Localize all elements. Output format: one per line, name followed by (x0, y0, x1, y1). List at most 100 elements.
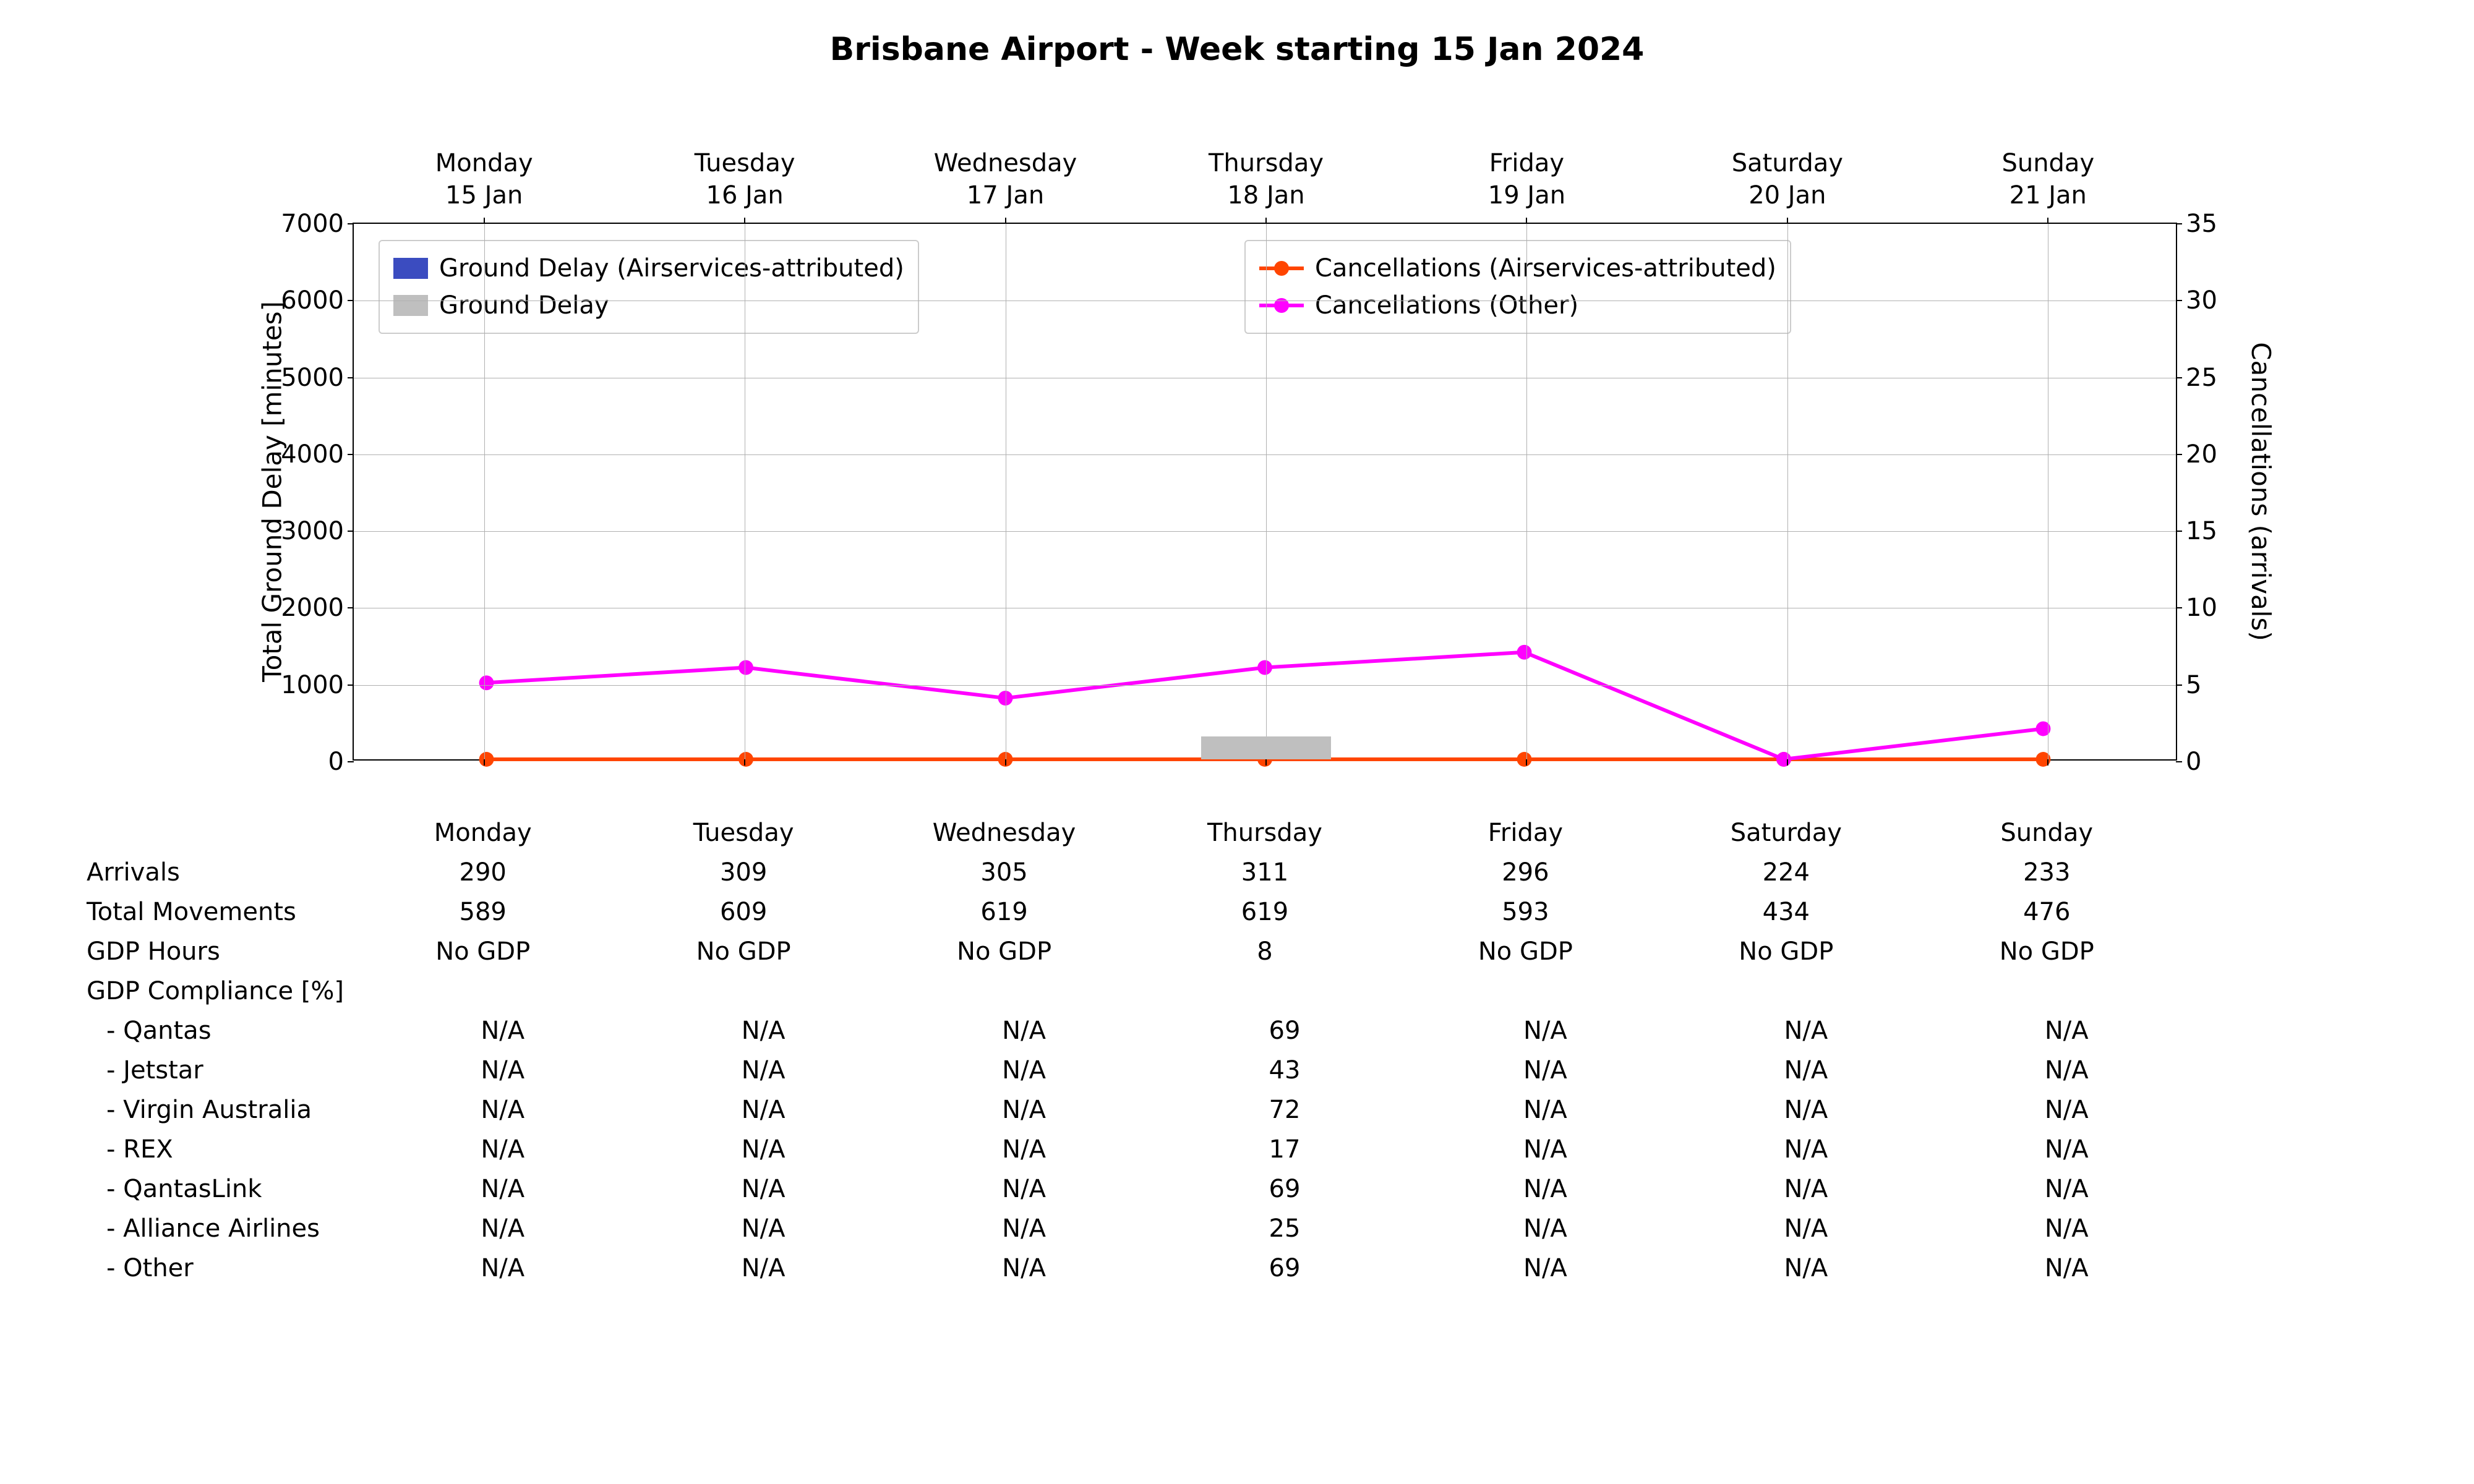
x-top-tick-label: Tuesday16 Jan (695, 147, 795, 211)
table-cell: N/A (372, 1011, 633, 1051)
table-cell: N/A (1937, 1209, 2197, 1248)
tick-mark (2176, 607, 2182, 608)
tick-mark (2176, 377, 2182, 378)
legend-label: Cancellations (Other) (1315, 287, 1578, 324)
x-top-tick-label: Wednesday17 Jan (934, 147, 1077, 211)
table-row: - Virgin AustraliaN/AN/AN/A72N/AN/AN/A (87, 1090, 2197, 1130)
chart-marker (738, 660, 753, 675)
table-cell: N/A (1415, 1051, 1676, 1090)
legend-item: Cancellations (Other) (1259, 287, 1776, 324)
table-cell: 593 (1395, 892, 1656, 932)
table-cell: N/A (1937, 1248, 2197, 1288)
table-header-cell: Tuesday (613, 813, 873, 853)
chart-marker (1517, 645, 1532, 660)
table-cell: 224 (1656, 853, 1916, 892)
table-cell: N/A (633, 1130, 893, 1169)
y-right-tick-label: 5 (2186, 671, 2201, 699)
tick-mark (2176, 223, 2182, 224)
table-cell: N/A (1937, 1051, 2197, 1090)
y-axis-left-label: Total Ground Delay [minutes] (257, 301, 288, 682)
tick-mark (2176, 454, 2182, 455)
legend-swatch (393, 258, 428, 279)
table-cell: No GDP (353, 932, 613, 971)
table-row: Total Movements589609619619593434476 (87, 892, 2197, 932)
x-top-tick-label: Sunday21 Jan (2001, 147, 2094, 211)
legend-item: Ground Delay (393, 287, 904, 324)
table-cell: N/A (1937, 1090, 2197, 1130)
tick-mark (2176, 684, 2182, 686)
chart-marker (479, 752, 494, 767)
table-cell: N/A (894, 1011, 1154, 1051)
table-row: - JetstarN/AN/AN/A43N/AN/AN/A (87, 1051, 2197, 1090)
table-header-cell: Sunday (1917, 813, 2177, 853)
table-cell: No GDP (1656, 932, 1916, 971)
table-cell: 609 (613, 892, 873, 932)
chart-marker (738, 752, 753, 767)
tick-mark (1787, 218, 1788, 224)
tick-mark (348, 377, 354, 378)
table-row: - Alliance AirlinesN/AN/AN/A25N/AN/AN/A (87, 1209, 2197, 1248)
table-cell: 476 (1917, 892, 2177, 932)
table-cell: 72 (1154, 1090, 1415, 1130)
table-cell: N/A (1415, 1011, 1676, 1051)
table-cell: N/A (1937, 1011, 2197, 1051)
table-row: Arrivals290309305311296224233 (87, 853, 2197, 892)
table-cell: N/A (1676, 1169, 1936, 1209)
table-header-cell: Friday (1395, 813, 1656, 853)
table-cell: N/A (1676, 1090, 1936, 1130)
table-cell: N/A (1415, 1130, 1676, 1169)
table-row: - QantasLinkN/AN/AN/A69N/AN/AN/A (87, 1169, 2197, 1209)
y-axis-right-label: Cancellations (arrivals) (2246, 342, 2276, 641)
page: Brisbane Airport - Week starting 15 Jan … (0, 0, 2474, 1484)
tick-mark (2047, 218, 2048, 224)
table-header-row: MondayTuesdayWednesdayThursdayFridaySatu… (87, 813, 2197, 853)
table-row: GDP Compliance [%] (87, 971, 2197, 1011)
table-cell: N/A (1415, 1209, 1676, 1248)
tick-mark (1265, 759, 1267, 765)
tick-mark (2176, 300, 2182, 301)
table-cell: 589 (353, 892, 613, 932)
table-cell: 17 (1154, 1130, 1415, 1169)
y-left-tick-label: 2000 (281, 594, 344, 622)
tick-mark (1265, 218, 1267, 224)
table-cell: N/A (894, 1209, 1154, 1248)
y-right-tick-label: 30 (2186, 286, 2217, 315)
table-cell: N/A (1676, 1209, 1936, 1248)
grid-line-vertical (1787, 224, 1788, 759)
y-right-tick-label: 15 (2186, 517, 2217, 545)
table-cell: 434 (1656, 892, 1916, 932)
chart-marker (479, 675, 494, 690)
tick-mark (2176, 761, 2182, 762)
tick-mark (744, 218, 745, 224)
table-cell: N/A (1676, 1011, 1936, 1051)
table-cell: 309 (613, 853, 873, 892)
table-cell: 619 (1134, 892, 1395, 932)
table-row-label: GDP Compliance [%] (87, 971, 526, 1011)
table-header-cell: Monday (353, 813, 613, 853)
chart-legend-lines: Cancellations (Airservices-attributed)Ca… (1244, 240, 1791, 334)
chart: Ground Delay (Airservices-attributed)Gro… (353, 223, 2177, 761)
table-cell: N/A (633, 1248, 893, 1288)
tick-mark (2176, 531, 2182, 532)
chart-marker (1517, 752, 1532, 767)
table-cell: 619 (874, 892, 1134, 932)
y-left-tick-label: 7000 (281, 210, 344, 238)
table-cell: No GDP (613, 932, 873, 971)
table-cell: N/A (1676, 1248, 1936, 1288)
y-left-tick-label: 3000 (281, 517, 344, 545)
table-row: - QantasN/AN/AN/A69N/AN/AN/A (87, 1011, 2197, 1051)
table-cell: N/A (1676, 1051, 1936, 1090)
legend-item: Cancellations (Airservices-attributed) (1259, 250, 1776, 287)
tick-mark (1005, 759, 1006, 765)
chart-legend-bars: Ground Delay (Airservices-attributed)Gro… (379, 240, 919, 334)
x-top-tick-label: Monday15 Jan (435, 147, 533, 211)
legend-label: Ground Delay (Airservices-attributed) (439, 250, 904, 287)
grid-line-vertical (1526, 224, 1527, 759)
chart-plot-area: Ground Delay (Airservices-attributed)Gro… (353, 223, 2177, 761)
tick-mark (348, 607, 354, 608)
y-right-tick-label: 35 (2186, 210, 2217, 238)
y-left-tick-label: 6000 (281, 286, 344, 315)
grid-line-vertical (1266, 224, 1267, 759)
table-cell: N/A (633, 1011, 893, 1051)
legend-label: Ground Delay (439, 287, 609, 324)
